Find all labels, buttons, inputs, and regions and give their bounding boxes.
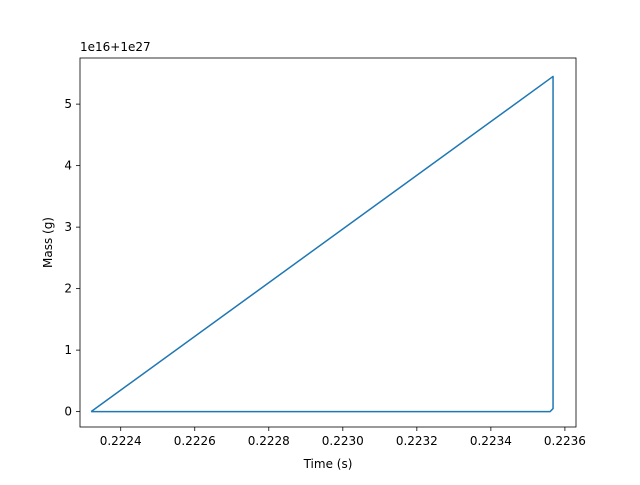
x-axis-ticks: 0.2224 0.2226 0.2228 0.2230 0.2232 0.2234 0.22… — [100, 427, 586, 448]
y-tick-label: 5 — [64, 97, 72, 111]
y-tick-label: 3 — [64, 220, 72, 234]
series-line-0 — [90, 75, 554, 413]
x-tick-label: 0.2232 — [396, 434, 438, 448]
x-tick-label: 0.2236 — [544, 434, 586, 448]
x-tick-label: 0.2230 — [322, 434, 364, 448]
axes-frame — [79, 57, 577, 428]
x-tick-label: 0.2228 — [248, 434, 290, 448]
x-tick-label: 0.2224 — [100, 434, 142, 448]
y-tick-label: 2 — [64, 282, 72, 296]
x-tick-label: 0.2234 — [470, 434, 512, 448]
y-tick-label: 4 — [64, 159, 72, 173]
x-tick-label: 0.2226 — [174, 434, 216, 448]
y-tick-label: 0 — [64, 405, 72, 419]
plot-area — [90, 75, 554, 413]
x-axis-label: Time (s) — [303, 457, 353, 471]
y-axis-offset-label: 1e16+1e27 — [80, 40, 151, 54]
y-axis-ticks: 0 1 2 3 4 5 — [64, 97, 80, 419]
y-axis-label: Mass (g) — [41, 217, 55, 268]
y-tick-label: 1 — [64, 343, 72, 357]
